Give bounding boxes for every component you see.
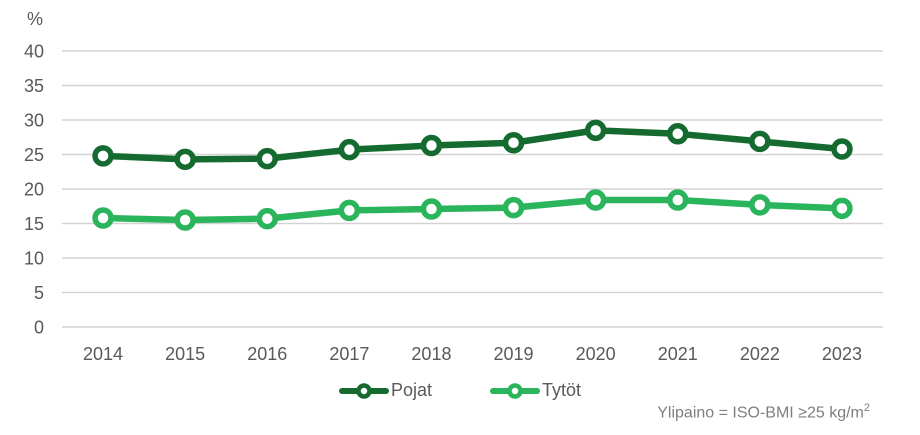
- legend-swatch-tyt-t: [490, 383, 540, 399]
- data-point-tyt-t-2020: [584, 189, 607, 211]
- y-tick-label-10: 10: [24, 249, 44, 269]
- data-point-tyt-t-2017: [338, 199, 361, 222]
- y-tick-label-15: 15: [24, 214, 44, 234]
- y-tick-label-0: 0: [34, 318, 44, 338]
- x-tick-label-2014: 2014: [83, 344, 123, 364]
- legend-label-tyt-t: Tytöt: [542, 380, 582, 400]
- x-tick-label-2015: 2015: [165, 344, 205, 364]
- legend-item-pojat: Pojat: [338, 380, 432, 401]
- chart-footnote: Ylipaino = ISO-BMI ≥25 kg/m2: [657, 402, 870, 422]
- y-tick-label-5: 5: [34, 283, 44, 303]
- y-axis-unit-label: %: [27, 9, 43, 29]
- x-tick-label-2017: 2017: [329, 344, 369, 364]
- data-point-tyt-t-2018: [420, 198, 443, 220]
- y-tick-label-40: 40: [24, 42, 44, 62]
- data-point-pojat-2023: [831, 138, 853, 160]
- legend-swatch-pojat: [338, 383, 389, 399]
- x-tick-label-2016: 2016: [247, 344, 287, 364]
- data-point-pojat-2022: [749, 130, 771, 153]
- legend-label-pojat: Pojat: [390, 380, 432, 400]
- chart-legend: Pojat Tytöt: [0, 381, 920, 401]
- x-tick-label-2019: 2019: [494, 344, 534, 364]
- x-tick-label-2021: 2021: [658, 344, 698, 364]
- data-point-tyt-t-2019: [502, 196, 525, 219]
- y-tick-label-35: 35: [24, 76, 44, 96]
- x-tick-label-2022: 2022: [740, 344, 780, 364]
- data-point-pojat-2021: [667, 123, 689, 145]
- data-point-tyt-t-2022: [749, 194, 771, 216]
- x-tick-label-2023: 2023: [822, 344, 862, 364]
- legend-item-tyt-t: Tytöt: [490, 381, 581, 401]
- series-line-pojat: [99, 127, 846, 163]
- x-tick-label-2020: 2020: [576, 344, 616, 364]
- data-point-pojat-2016: [256, 147, 278, 170]
- y-tick-label-30: 30: [24, 111, 44, 131]
- series-line-tyt-t: [99, 196, 846, 224]
- data-point-tyt-t-2021: [667, 189, 689, 211]
- legend-marker: [356, 383, 372, 399]
- legend-marker: [507, 383, 523, 399]
- data-point-pojat-2017: [338, 138, 361, 161]
- y-tick-label-25: 25: [24, 145, 44, 165]
- data-point-tyt-t-2015: [174, 209, 196, 231]
- data-point-pojat-2018: [420, 134, 443, 157]
- data-point-pojat-2020: [584, 119, 607, 142]
- y-tick-label-20: 20: [24, 180, 44, 200]
- data-point-tyt-t-2016: [256, 207, 278, 230]
- data-point-tyt-t-2023: [831, 197, 853, 220]
- data-point-pojat-2019: [502, 132, 525, 154]
- data-point-pojat-2014: [92, 145, 114, 167]
- data-point-pojat-2015: [174, 148, 196, 171]
- footnote-text: Ylipaino = ISO-BMI ≥25 kg/m: [657, 404, 864, 422]
- data-point-tyt-t-2014: [92, 207, 114, 229]
- footnote-sup: 2: [863, 402, 870, 414]
- x-tick-label-2018: 2018: [411, 344, 451, 364]
